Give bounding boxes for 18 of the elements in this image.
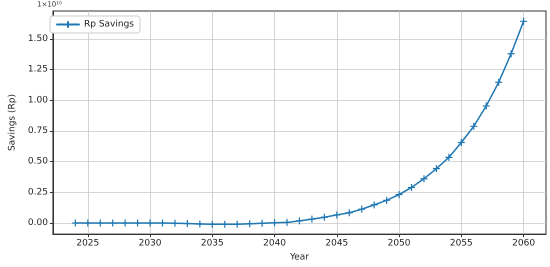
y-axis-title: Savings (Rp) [8, 94, 18, 152]
x-tick-label: 2035 [200, 238, 224, 249]
y-tick-label: 1.50 [28, 34, 48, 44]
x-axis-title: Year [288, 252, 310, 262]
y-tick-label: 1.25 [28, 64, 48, 75]
x-tick-label: 2040 [263, 238, 286, 249]
y-tick-label: 0.75 [28, 126, 48, 136]
x-tick-label: 2050 [388, 238, 411, 249]
x-tick-label: 2060 [512, 238, 536, 249]
x-tick-label: 2030 [138, 238, 162, 249]
x-tick-label: 2025 [76, 238, 100, 249]
y-tick-label: 0.00 [28, 218, 48, 228]
y-tick-label: 1.00 [28, 95, 48, 106]
y-tick-label: 0.25 [28, 187, 48, 198]
x-tick-label: 2045 [325, 238, 348, 249]
legend-label: Rp Savings [84, 20, 134, 30]
y-tick-label: 0.50 [28, 156, 48, 167]
x-tick-label: 2055 [450, 238, 473, 249]
